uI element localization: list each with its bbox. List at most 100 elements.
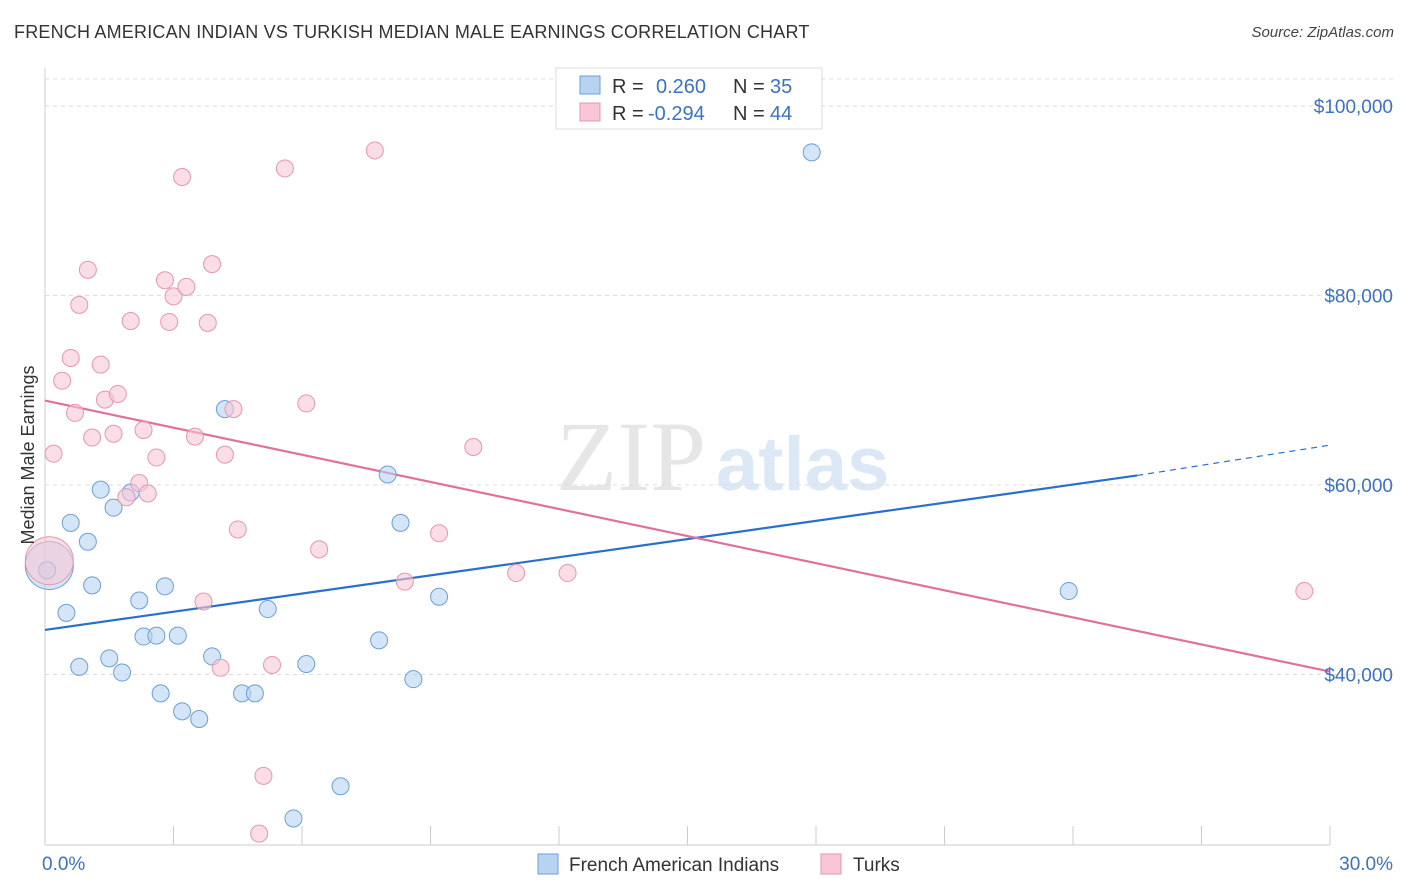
legend-n-label-1: N = <box>733 76 765 98</box>
pink-point <box>70 295 89 314</box>
axes <box>44 68 1331 846</box>
data-points <box>24 141 1314 843</box>
blue-point <box>404 670 423 689</box>
pink-point <box>44 444 63 463</box>
source-label: Source: ZipAtlas.com <box>1251 24 1394 41</box>
blue-trend-extension <box>1137 444 1331 477</box>
y-tick-label: $60,000 <box>1324 476 1393 497</box>
blue-point <box>130 591 149 610</box>
legend-r-label-2: R = <box>612 103 644 125</box>
y-tick-label: $40,000 <box>1324 665 1393 686</box>
pink-point <box>194 592 213 611</box>
pink-point <box>177 277 196 296</box>
series-legend-label-1: French American Indians <box>569 855 779 876</box>
pink-point <box>228 520 247 539</box>
blue-point <box>297 655 316 674</box>
pink-point <box>250 824 269 843</box>
pink-point <box>430 524 449 543</box>
pink-point <box>65 403 84 422</box>
legend-n-value-2: 44 <box>770 103 792 125</box>
blue-point <box>370 631 389 650</box>
blue-point <box>83 576 102 595</box>
pink-point <box>1295 582 1314 601</box>
series-legend: French American Indians Turks <box>537 853 900 876</box>
blue-point <box>104 498 123 517</box>
grid-lines <box>45 78 1395 675</box>
x-tick-label: 30.0% <box>1339 854 1393 875</box>
chart-title: FRENCH AMERICAN INDIAN VS TURKISH MEDIAN… <box>14 22 810 42</box>
blue-point <box>258 600 277 619</box>
blue-point <box>147 626 166 645</box>
pink-point <box>24 536 74 586</box>
pink-point <box>203 255 222 274</box>
pink-point <box>155 271 174 290</box>
pink-point <box>91 355 110 374</box>
pink-point <box>395 572 414 591</box>
pink-point <box>160 312 179 331</box>
pink-point <box>117 488 136 507</box>
blue-point <box>70 657 89 676</box>
pink-point <box>185 427 204 446</box>
legend-r-label-1: R = <box>612 76 644 98</box>
tick-labels: $40,000 $60,000 $80,000 $100,000 0.0% 30.0% <box>42 97 1393 875</box>
trend-lines <box>44 399 1331 673</box>
blue-point <box>430 587 449 606</box>
blue-point <box>155 577 174 596</box>
pink-point <box>104 424 123 443</box>
blue-point <box>391 513 410 532</box>
blue-point <box>57 603 76 622</box>
pink-point <box>263 655 282 674</box>
pink-point <box>275 159 294 178</box>
pink-point <box>53 371 72 390</box>
blue-point <box>245 684 264 703</box>
pink-point <box>297 394 316 413</box>
x-tick-label: 0.0% <box>42 854 85 875</box>
pink-trend-line <box>44 399 1331 673</box>
pink-point <box>558 564 577 583</box>
blue-point <box>331 777 350 796</box>
legend-n-label-2: N = <box>733 103 765 125</box>
blue-point <box>378 465 397 484</box>
legend-r-value-2: -0.294 <box>648 103 705 125</box>
pink-point <box>83 428 102 447</box>
blue-point <box>61 513 80 532</box>
y-tick-label: $80,000 <box>1324 286 1393 307</box>
pink-point <box>173 167 192 186</box>
pink-point <box>61 348 80 367</box>
y-tick-label: $100,000 <box>1314 97 1393 118</box>
blue-point <box>151 684 170 703</box>
legend-swatch-blue <box>579 75 601 95</box>
legend-swatch-pink <box>579 102 601 122</box>
pink-point <box>224 400 243 419</box>
watermark-zip: ZIP <box>556 401 706 512</box>
blue-point <box>1059 582 1078 601</box>
pink-point <box>464 438 483 457</box>
series-legend-swatch-blue <box>537 853 559 875</box>
blue-point <box>168 626 187 645</box>
blue-point <box>91 480 110 499</box>
pink-point <box>507 564 526 583</box>
blue-point <box>284 809 303 828</box>
series-legend-swatch-pink <box>820 853 842 875</box>
legend-r-value-1: 0.260 <box>656 76 706 98</box>
blue-point <box>190 709 209 728</box>
blue-point <box>78 532 97 551</box>
blue-point <box>100 649 119 668</box>
pink-point <box>147 448 166 467</box>
pink-point <box>108 384 127 403</box>
pink-point <box>138 484 157 503</box>
y-axis-label: Median Male Earnings <box>18 365 38 544</box>
pink-point <box>310 540 329 559</box>
pink-point <box>198 313 217 332</box>
blue-point <box>113 663 132 682</box>
pink-point <box>365 141 384 160</box>
pink-point <box>78 260 97 279</box>
stats-legend: R = 0.260 N = 35 R = -0.294 N = 44 <box>555 67 823 130</box>
pink-point <box>134 420 153 439</box>
pink-point <box>215 445 234 464</box>
watermark-atlas: atlas <box>716 422 889 507</box>
pink-point <box>211 658 230 677</box>
blue-point <box>802 143 821 162</box>
legend-n-value-1: 35 <box>770 76 792 98</box>
